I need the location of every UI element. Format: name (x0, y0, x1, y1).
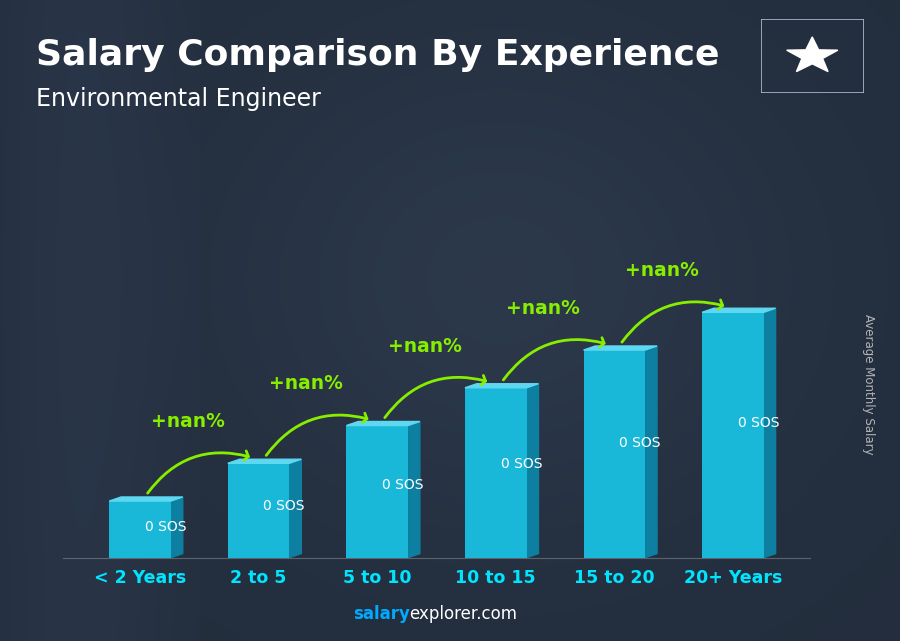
Text: +nan%: +nan% (388, 337, 462, 356)
Text: 0 SOS: 0 SOS (145, 519, 186, 533)
Polygon shape (645, 346, 657, 558)
Polygon shape (583, 346, 657, 350)
Text: +nan%: +nan% (150, 412, 224, 431)
Polygon shape (171, 497, 183, 558)
Bar (346, 426, 408, 558)
Text: Average Monthly Salary: Average Monthly Salary (862, 314, 875, 455)
Polygon shape (228, 459, 302, 463)
Text: 0 SOS: 0 SOS (264, 499, 305, 513)
Text: Salary Comparison By Experience: Salary Comparison By Experience (36, 38, 719, 72)
Polygon shape (764, 308, 776, 558)
Text: 0 SOS: 0 SOS (382, 478, 424, 492)
Text: 0 SOS: 0 SOS (619, 437, 661, 451)
Polygon shape (702, 308, 776, 312)
Polygon shape (346, 422, 420, 426)
Text: 0 SOS: 0 SOS (738, 416, 779, 429)
Bar (109, 501, 171, 558)
Text: Environmental Engineer: Environmental Engineer (36, 87, 321, 110)
Text: +nan%: +nan% (625, 262, 698, 280)
Bar (583, 350, 645, 558)
Text: salary: salary (353, 605, 410, 623)
Polygon shape (787, 37, 838, 72)
Text: +nan%: +nan% (269, 374, 343, 394)
Bar (465, 388, 526, 558)
Polygon shape (526, 384, 538, 558)
Polygon shape (465, 384, 538, 388)
Bar (228, 463, 290, 558)
Bar (702, 312, 764, 558)
Text: 0 SOS: 0 SOS (500, 457, 542, 471)
Polygon shape (109, 497, 183, 501)
Text: explorer.com: explorer.com (410, 605, 518, 623)
Polygon shape (408, 422, 420, 558)
Polygon shape (290, 459, 302, 558)
Text: +nan%: +nan% (507, 299, 580, 318)
